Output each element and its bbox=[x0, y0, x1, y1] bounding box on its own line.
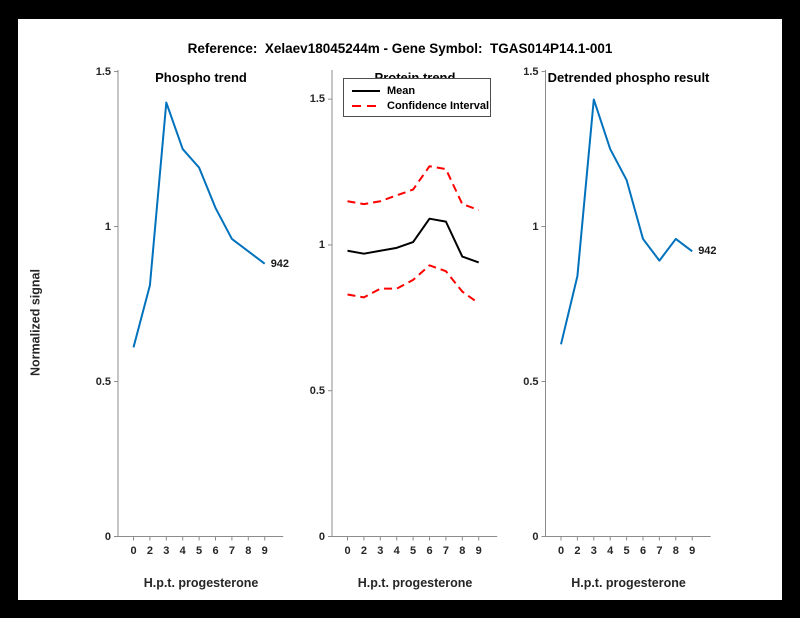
ci-line-sample-icon bbox=[352, 104, 380, 107]
subplot2-x-tick-label: 6 bbox=[426, 544, 433, 557]
subplot1-y-tick-label: 1 bbox=[104, 220, 111, 233]
mean-line-sample-icon bbox=[352, 89, 380, 92]
subplot2-y-tick-label: 0.5 bbox=[309, 384, 325, 397]
subplot1-x-tick-label: 0 bbox=[130, 544, 137, 557]
phospho-trend-line bbox=[132, 101, 266, 348]
legend-label-mean: Mean bbox=[387, 84, 416, 97]
legend-item-confidence-interval: Confidence Interval bbox=[344, 98, 490, 113]
detrended-phospho-line bbox=[560, 98, 693, 345]
subplot1-x-tick-label: 9 bbox=[261, 544, 268, 557]
subplot2-x-tick-label: 7 bbox=[442, 544, 449, 557]
subplot2-y-tick-label: 1.5 bbox=[309, 93, 325, 106]
subplot3-x-tick-label: 3 bbox=[590, 544, 597, 557]
ci-lower-line bbox=[347, 264, 480, 305]
subplot2-y-tick-label: 0 bbox=[318, 530, 325, 543]
subplot3-x-tick-label: 2 bbox=[574, 544, 581, 557]
subplot1-x-tick-label: 3 bbox=[163, 544, 170, 557]
subplot3-y-tick-label: 1 bbox=[532, 220, 539, 233]
subplot3-y-tick-label: 0 bbox=[532, 530, 539, 543]
subplot1-x-tick-label: 8 bbox=[245, 544, 252, 557]
subplot2-x-tick-label: 5 bbox=[410, 544, 417, 557]
subplot1-y-tick-label: 0.5 bbox=[95, 375, 111, 388]
subplot1-x-tick-label: 6 bbox=[212, 544, 219, 557]
subplot3-x-tick-label: 5 bbox=[623, 544, 630, 557]
subplot2-x-tick-label: 0 bbox=[344, 544, 351, 557]
mean-line bbox=[347, 217, 480, 264]
subplot1-xlabel: H.p.t. progesterone bbox=[143, 576, 259, 590]
subplot2-x-tick-label: 9 bbox=[475, 544, 482, 557]
subplot1-y-tick-label: 1.5 bbox=[95, 65, 111, 78]
matlab-figure-canvas: Reference: Xelaev18045244m - Gene Symbol… bbox=[18, 19, 782, 600]
subplot2-x-tick-label: 2 bbox=[360, 544, 367, 557]
subplot1-x-tick-label: 7 bbox=[228, 544, 235, 557]
subplot3-x-tick-label: 6 bbox=[639, 544, 647, 557]
subplot3-x-tick-label: 9 bbox=[689, 544, 696, 557]
subplot1-x-tick-label: 2 bbox=[146, 544, 153, 557]
subplot3-xlabel: H.p.t. progesterone bbox=[571, 576, 686, 590]
subplot1-ylabel: Normalized signal bbox=[28, 269, 43, 376]
legend-label-confidence-interval: Confidence Interval bbox=[387, 99, 490, 112]
subplot1-axes bbox=[117, 70, 284, 537]
subplot2-x-tick-label: 4 bbox=[393, 544, 400, 557]
subplot3-x-tick-label: 0 bbox=[557, 544, 565, 557]
subplot2-y-tick-label: 1 bbox=[318, 238, 325, 251]
subplot1-endpoint-label: 942 bbox=[270, 257, 290, 270]
subplot1-title: Phospho trend bbox=[155, 70, 247, 85]
subplot3-title: Detrended phospho result bbox=[547, 70, 710, 85]
subplot3-x-tick-label: 4 bbox=[607, 544, 614, 557]
subplot3-endpoint-label: 942 bbox=[698, 245, 717, 258]
figure-title: Reference: Xelaev18045244m - Gene Symbol… bbox=[187, 41, 613, 56]
subplot1-x-tick-label: 4 bbox=[179, 544, 186, 557]
subplot2-x-tick-label: 8 bbox=[459, 544, 466, 557]
legend-item-mean: Mean bbox=[344, 83, 490, 98]
subplot1-y-tick-label: 0 bbox=[104, 530, 111, 543]
ci-upper-line bbox=[347, 165, 480, 211]
subplot3-x-tick-label: 7 bbox=[656, 544, 663, 557]
subplot1-x-tick-label: 5 bbox=[196, 544, 203, 557]
legend-box: Mean Confidence Interval bbox=[343, 78, 491, 117]
subplot3-y-tick-label: 0.5 bbox=[523, 375, 539, 388]
subplot3-axes bbox=[545, 70, 711, 537]
subplot2-x-tick-label: 3 bbox=[377, 544, 384, 557]
subplot3-x-tick-label: 8 bbox=[672, 544, 679, 557]
subplot2-xlabel: H.p.t. progesterone bbox=[357, 576, 473, 590]
subplot3-y-tick-label: 1.5 bbox=[523, 65, 539, 78]
subplot2-axes bbox=[331, 70, 498, 537]
